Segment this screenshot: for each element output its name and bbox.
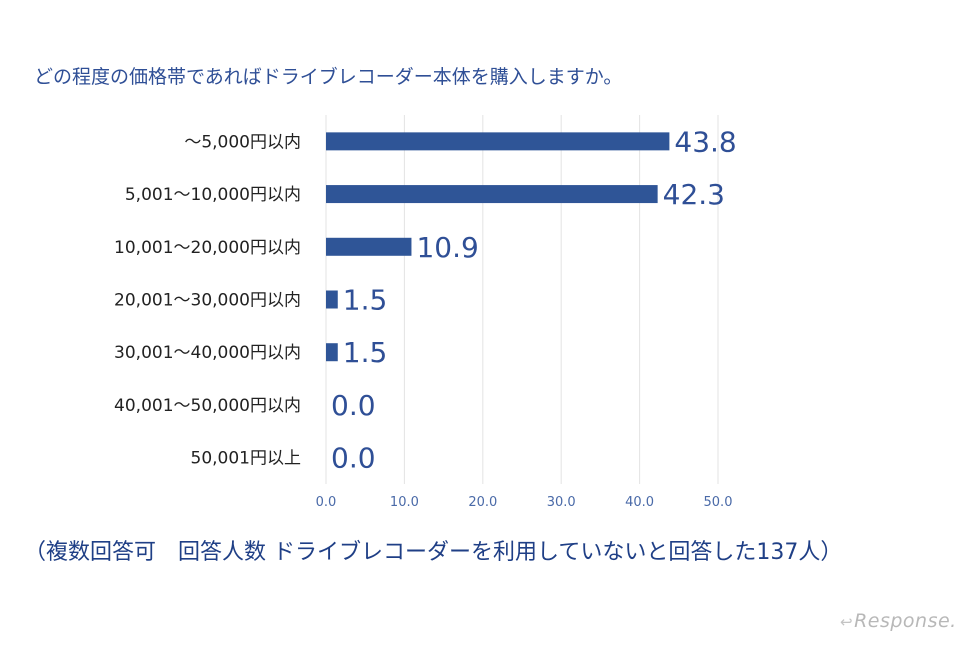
value-label: 0.0 — [331, 389, 376, 422]
chart-title: どの程度の価格帯であればドライブレコーダー本体を購入しますか。 — [34, 66, 623, 88]
footnote: （複数回答可 回答人数 ドライブレコーダーを利用していないと回答した137人） — [24, 540, 843, 565]
bars — [326, 132, 670, 362]
x-tick-label: 0.0 — [316, 495, 337, 510]
category-label: 50,001円以上 — [191, 449, 301, 469]
bar — [326, 132, 670, 151]
category-label: 〜5,000円以内 — [184, 132, 301, 152]
response-logo: ↩Response. — [840, 610, 957, 632]
bar — [326, 290, 338, 309]
value-label: 1.5 — [343, 284, 388, 317]
category-label: 30,001〜40,000円以内 — [114, 343, 301, 363]
response-arrow-icon: ↩ — [840, 613, 854, 631]
x-tick-label: 20.0 — [468, 495, 497, 510]
bar — [326, 185, 658, 204]
x-tick-label: 50.0 — [704, 495, 733, 510]
value-label: 42.3 — [663, 178, 725, 211]
value-labels: 43.8 42.3 10.9 1.5 1.5 0.0 0.0 — [331, 125, 737, 474]
x-tick-label: 30.0 — [547, 495, 576, 510]
x-axis-ticks: 0.0 10.0 20.0 30.0 40.0 50.0 — [316, 495, 733, 510]
bar — [326, 343, 338, 362]
category-label: 20,001〜30,000円以内 — [114, 291, 301, 311]
value-label: 10.9 — [416, 231, 478, 264]
category-label: 40,001〜50,000円以内 — [114, 396, 301, 416]
logo-text: Response. — [854, 610, 957, 632]
category-label: 5,001〜10,000円以内 — [125, 185, 301, 205]
value-label: 43.8 — [674, 125, 736, 158]
x-tick-label: 10.0 — [390, 495, 419, 510]
category-labels: 〜5,000円以内 5,001〜10,000円以内 10,001〜20,000円以内… — [114, 132, 301, 468]
category-label: 10,001〜20,000円以内 — [114, 238, 301, 258]
value-label: 1.5 — [343, 336, 388, 369]
x-tick-label: 40.0 — [625, 495, 654, 510]
bar — [326, 237, 412, 256]
value-label: 0.0 — [331, 442, 376, 475]
